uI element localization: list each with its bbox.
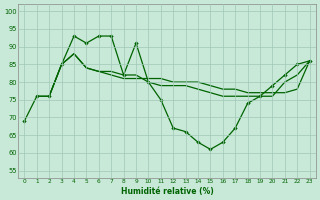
X-axis label: Humidité relative (%): Humidité relative (%) bbox=[121, 187, 213, 196]
